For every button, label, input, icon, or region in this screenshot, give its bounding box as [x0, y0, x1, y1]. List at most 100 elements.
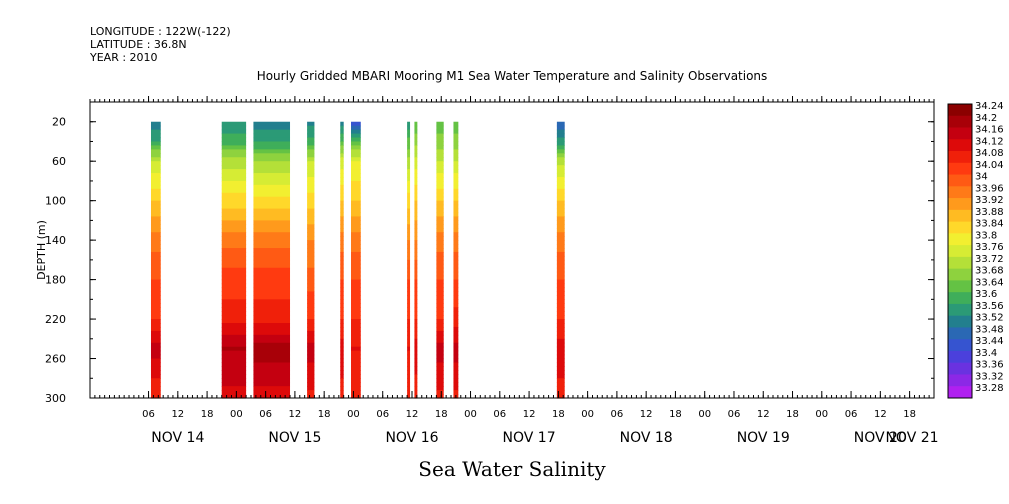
- salinity-cell: [253, 208, 291, 214]
- salinity-cell: [253, 129, 291, 135]
- salinity-cell: [253, 259, 291, 265]
- salinity-cell: [351, 173, 361, 178]
- salinity-cell: [453, 208, 459, 214]
- observation-block: [253, 121, 291, 399]
- salinity-cell: [414, 232, 418, 237]
- salinity-cell: [221, 346, 247, 352]
- salinity-cell: [407, 184, 411, 190]
- salinity-cell: [351, 287, 361, 293]
- salinity-cell: [414, 236, 418, 241]
- salinity-cell: [150, 330, 161, 336]
- plot-data-layer: [150, 121, 565, 399]
- salinity-cell: [253, 279, 291, 285]
- latitude-label: LATITUDE : 36.8N: [90, 38, 187, 51]
- x-tick-label: 00: [581, 409, 594, 420]
- colorbar-swatch: [948, 280, 972, 293]
- observation-block: [453, 121, 459, 399]
- salinity-cell: [340, 255, 344, 261]
- salinity-cell: [340, 224, 344, 229]
- salinity-cell: [436, 259, 444, 265]
- chart-title: Hourly Gridded MBARI Mooring M1 Sea Wate…: [257, 69, 768, 83]
- salinity-cell: [407, 271, 411, 277]
- x-day-label: NOV 15: [268, 430, 321, 446]
- salinity-cell: [556, 287, 565, 293]
- salinity-cell: [556, 326, 565, 332]
- salinity-cell: [453, 145, 459, 150]
- salinity-cell: [556, 330, 565, 336]
- salinity-cell: [453, 157, 459, 162]
- salinity-cell: [414, 334, 418, 340]
- salinity-cell: [436, 165, 444, 170]
- salinity-cell: [307, 180, 315, 186]
- salinity-cell: [453, 358, 459, 364]
- salinity-cell: [414, 342, 418, 348]
- salinity-cell: [436, 121, 444, 127]
- salinity-cell: [453, 295, 459, 300]
- salinity-cell: [351, 188, 361, 194]
- colorbar-level-label: 33.72: [975, 254, 1004, 265]
- salinity-cell: [351, 184, 361, 190]
- salinity-cell: [453, 299, 459, 304]
- salinity-cell: [150, 275, 161, 281]
- x-tick-label: 12: [406, 409, 419, 420]
- salinity-cell: [340, 196, 344, 202]
- observation-block: [307, 121, 315, 399]
- salinity-cell: [436, 346, 444, 352]
- salinity-cell: [556, 358, 565, 364]
- salinity-cell: [453, 378, 459, 383]
- salinity-cell: [307, 283, 315, 289]
- salinity-cell: [150, 342, 161, 348]
- salinity-cell: [150, 133, 161, 139]
- salinity-cell: [414, 169, 418, 174]
- salinity-cell: [556, 145, 565, 150]
- salinity-cell: [340, 307, 344, 312]
- salinity-cell: [221, 267, 247, 273]
- salinity-cell: [407, 161, 411, 166]
- salinity-cell: [221, 121, 247, 127]
- salinity-cell: [414, 220, 418, 225]
- salinity-cell: [556, 370, 565, 375]
- salinity-cell: [414, 251, 418, 257]
- salinity-cell: [340, 184, 344, 190]
- salinity-cell: [407, 358, 411, 364]
- salinity-cell: [340, 228, 344, 233]
- salinity-cell: [351, 295, 361, 300]
- salinity-cell: [340, 315, 344, 320]
- salinity-cell: [436, 192, 444, 198]
- salinity-cell: [351, 165, 361, 170]
- salinity-cell: [150, 295, 161, 300]
- salinity-cell: [150, 283, 161, 289]
- salinity-cell: [340, 133, 344, 139]
- salinity-cell: [221, 338, 247, 344]
- salinity-cell: [414, 145, 418, 150]
- salinity-cell: [221, 169, 247, 174]
- salinity-cell: [453, 228, 459, 233]
- salinity-cell: [340, 342, 344, 348]
- salinity-cell: [436, 319, 444, 324]
- salinity-cell: [436, 173, 444, 178]
- salinity-cell: [436, 212, 444, 218]
- salinity-cell: [453, 149, 459, 154]
- salinity-cell: [407, 299, 411, 304]
- salinity-cell: [221, 255, 247, 261]
- salinity-cell: [351, 307, 361, 312]
- x-tick-label: 00: [230, 409, 243, 420]
- salinity-cell: [307, 362, 315, 368]
- salinity-cell: [307, 145, 315, 150]
- salinity-cell: [556, 137, 565, 143]
- salinity-cell: [556, 204, 565, 210]
- salinity-cell: [307, 303, 315, 308]
- salinity-cell: [221, 232, 247, 237]
- salinity-cell: [436, 255, 444, 261]
- salinity-cell: [307, 287, 315, 293]
- salinity-cell: [351, 240, 361, 245]
- observation-block: [150, 121, 161, 399]
- salinity-cell: [436, 133, 444, 139]
- salinity-cell: [453, 350, 459, 356]
- salinity-cell: [221, 220, 247, 225]
- salinity-cell: [407, 133, 411, 139]
- colorbar-swatch: [948, 327, 972, 340]
- salinity-cell: [307, 255, 315, 261]
- colorbar-swatch: [948, 292, 972, 305]
- salinity-cell: [414, 315, 418, 320]
